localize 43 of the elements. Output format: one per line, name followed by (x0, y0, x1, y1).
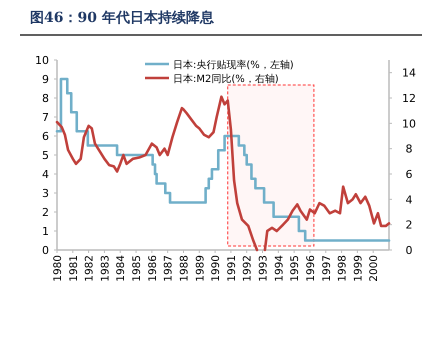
x-tick-label: 1995 (289, 255, 302, 282)
y2-tick-label: 6 (406, 168, 412, 181)
x-tick-label: 1994 (273, 254, 286, 282)
y-tick-label: 6 (42, 130, 49, 143)
x-tick-label: 1986 (146, 254, 159, 282)
y2-tick-label: 12 (402, 92, 416, 105)
y-tick-label: 9 (42, 73, 49, 86)
x-tick-label: 1982 (84, 255, 96, 282)
chart-title: 图46：90 年代日本持续降息 (30, 10, 215, 26)
x-tick-label: 1992 (242, 255, 254, 282)
x-tick-label: 1991 (226, 255, 238, 282)
y2-tick-label: 14 (402, 66, 416, 80)
x-tick-label: 1981 (68, 255, 80, 282)
x-tick-label: 1999 (352, 255, 364, 282)
x-tick-label: 1993 (258, 255, 270, 282)
x-tick-label: 1998 (336, 255, 349, 282)
x-tick-label: 2000 (368, 255, 380, 282)
y2-tick-label: 2 (406, 218, 412, 232)
legend-label: 日本:M2同比(%，右轴) (173, 73, 279, 85)
y2-tick-label: 0 (406, 244, 412, 257)
y2-tick-label: 4 (406, 193, 412, 206)
y-tick-label: 1 (42, 225, 49, 238)
y-tick-label: 7 (42, 111, 49, 124)
y2-tick-label: 8 (406, 142, 412, 156)
x-tick-label: 1980 (52, 255, 64, 282)
y-tick-label: 10 (35, 54, 49, 67)
x-tick-label: 1985 (131, 255, 144, 282)
y2-tick-label: 10 (402, 117, 416, 130)
x-tick-label: 1983 (99, 255, 112, 282)
x-tick-label: 1987 (162, 255, 175, 282)
x-tick-label: 1989 (194, 255, 206, 282)
y-tick-label: 2 (42, 206, 49, 219)
x-tick-label: 1988 (178, 255, 190, 282)
x-tick-label: 1997 (320, 255, 333, 282)
x-tick-label: 1984 (115, 254, 128, 282)
x-tick-label: 1996 (304, 254, 317, 282)
y-tick-label: 0 (42, 244, 49, 257)
legend-label: 日本:央行贴现率(%，左轴) (173, 59, 294, 71)
x-tick-label: 1990 (210, 255, 222, 282)
y-tick-label: 3 (42, 187, 49, 200)
y-tick-label: 4 (42, 168, 49, 181)
y-tick-label: 8 (42, 92, 49, 105)
y-tick-label: 5 (42, 149, 49, 162)
